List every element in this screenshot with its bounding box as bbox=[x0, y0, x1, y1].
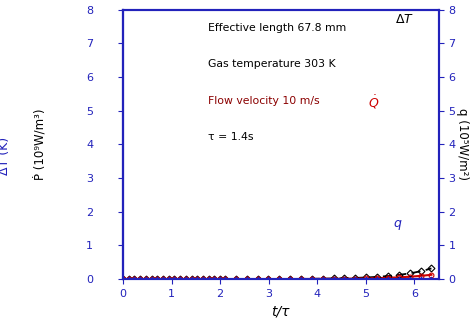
Text: Gas temperature 303 K: Gas temperature 303 K bbox=[208, 59, 336, 69]
Text: τ = 1.4s: τ = 1.4s bbox=[208, 132, 254, 142]
Text: $\it{\Delta T}$: $\it{\Delta T}$ bbox=[395, 13, 414, 26]
Y-axis label: Ṗ (10⁹W/m³): Ṗ (10⁹W/m³) bbox=[34, 109, 47, 180]
Text: $q$: $q$ bbox=[392, 218, 402, 232]
Y-axis label: q (10⁵W/m²): q (10⁵W/m²) bbox=[456, 108, 469, 180]
Text: Flow velocity 10 m/s: Flow velocity 10 m/s bbox=[208, 96, 320, 106]
Text: $\dot{Q}$: $\dot{Q}$ bbox=[368, 93, 380, 111]
X-axis label: t/τ: t/τ bbox=[272, 305, 290, 318]
Text: Effective length 67.8 mm: Effective length 67.8 mm bbox=[208, 23, 346, 33]
Text: ΔT (K): ΔT (K) bbox=[0, 136, 11, 175]
